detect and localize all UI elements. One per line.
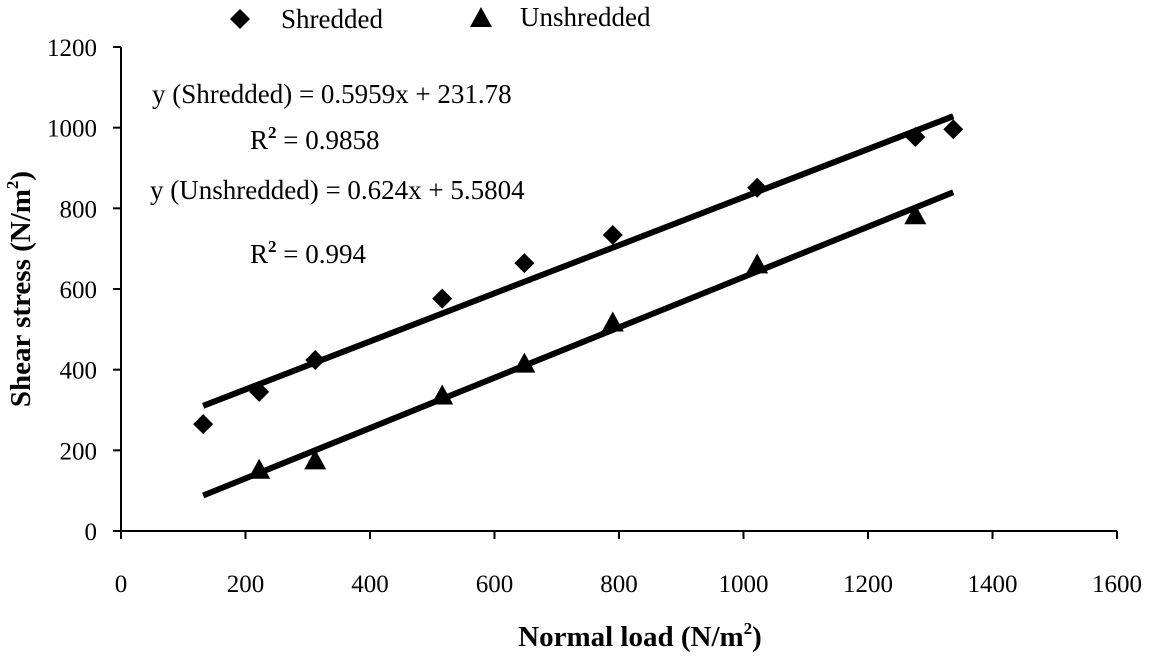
legend-label-shredded: Shredded [281,4,383,34]
point-unshredded [904,204,927,225]
axes: 0 200 400 600 800 1000 1200 1400 1600 0 200 400 600 8… [47,35,1142,598]
y-tick-label: 1000 [47,116,97,143]
trendlines [202,113,955,499]
y-tick-label: 1200 [47,35,97,62]
legend: Shredded Unshredded [230,2,651,34]
x-tick-label: 800 [600,571,638,598]
r2-shredded: R2 = 0.9858 [250,123,380,155]
y-tick-label: 0 [85,519,98,546]
legend-diamond-marker [230,9,250,29]
point-shredded [193,414,214,435]
point-shredded [249,381,270,402]
data-points [193,119,964,479]
point-unshredded [304,449,327,470]
y-tick-label: 400 [60,358,98,385]
x-axis-title: Normal load (N/m2) [518,619,762,653]
trendline-shredded [202,113,955,409]
point-unshredded [513,352,536,373]
x-tick-label: 0 [115,571,128,598]
legend-triangle-marker [470,7,492,27]
point-shredded [943,119,964,140]
point-shredded [747,177,768,198]
x-tick-label: 1600 [1092,571,1142,598]
x-tick-label: 1000 [719,571,769,598]
point-unshredded [601,311,624,332]
equation-shredded: y (Shredded) = 0.5959x + 231.78 [152,79,512,109]
legend-label-unshredded: Unshredded [520,2,651,32]
r2-unshredded: R2 = 0.994 [250,237,366,269]
point-unshredded [746,253,769,274]
point-shredded [514,253,535,274]
annotations: y (Shredded) = 0.5959x + 231.78 R2 = 0.9… [150,79,525,269]
equation-unshredded: y (Unshredded) = 0.624x + 5.5804 [150,175,525,205]
point-shredded [905,126,926,147]
y-tick-label: 200 [60,438,98,465]
point-shredded [305,349,326,370]
x-tick-label: 200 [227,571,265,598]
point-unshredded [248,458,271,479]
x-tick-label: 600 [476,571,514,598]
y-tick-label: 600 [60,277,98,304]
y-axis-title: Shear stress (N/m2) [3,171,37,407]
trendline-unshredded [202,189,955,499]
y-tick-label: 800 [60,196,98,223]
x-tick-label: 400 [351,571,389,598]
point-shredded [432,288,453,309]
x-tick-label: 1200 [843,571,893,598]
point-unshredded [431,384,454,405]
point-shredded [602,224,623,245]
x-tick-label: 1400 [968,571,1018,598]
